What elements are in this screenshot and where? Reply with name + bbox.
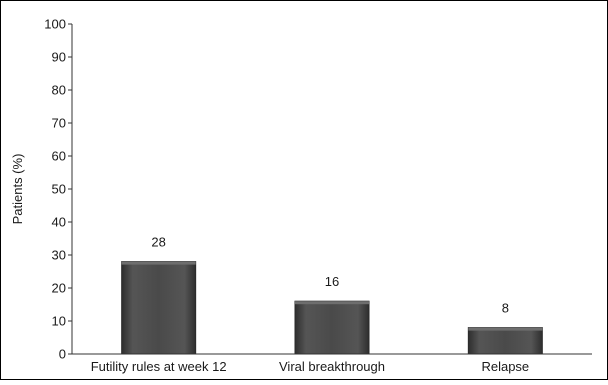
bar-value-label: 8 xyxy=(502,301,509,316)
y-tick-label: 100 xyxy=(44,17,66,32)
y-tick-label: 20 xyxy=(52,281,66,296)
bar-top-edge xyxy=(121,261,196,265)
x-category-label: Relapse xyxy=(481,359,529,374)
bar-top-edge xyxy=(468,327,543,331)
y-tick-label: 80 xyxy=(52,83,66,98)
y-tick-label: 90 xyxy=(52,50,66,65)
y-tick-label: 40 xyxy=(52,215,66,230)
y-tick-label: 50 xyxy=(52,182,66,197)
x-category-label: Viral breakthrough xyxy=(279,359,385,374)
bar xyxy=(121,261,197,355)
y-axis-ticks: 0 10 20 30 40 50 60 70 80 90 100 xyxy=(44,17,72,362)
x-axis-labels: Futility rules at week 12 Viral breakthro… xyxy=(91,359,529,374)
bars: 28 16 8 xyxy=(121,235,543,355)
y-tick-label: 70 xyxy=(52,116,66,131)
bar xyxy=(467,327,543,355)
y-tick-label: 60 xyxy=(52,149,66,164)
bar xyxy=(294,300,370,355)
x-category-label: Futility rules at week 12 xyxy=(91,359,227,374)
bar-value-label: 16 xyxy=(325,274,339,289)
y-tick-label: 10 xyxy=(52,314,66,329)
y-tick-label: 30 xyxy=(52,248,66,263)
bar-value-label: 28 xyxy=(151,235,165,250)
y-tick-label: 0 xyxy=(59,347,66,362)
bar-top-edge xyxy=(295,301,369,305)
y-axis-title: Patients (%) xyxy=(10,154,25,225)
